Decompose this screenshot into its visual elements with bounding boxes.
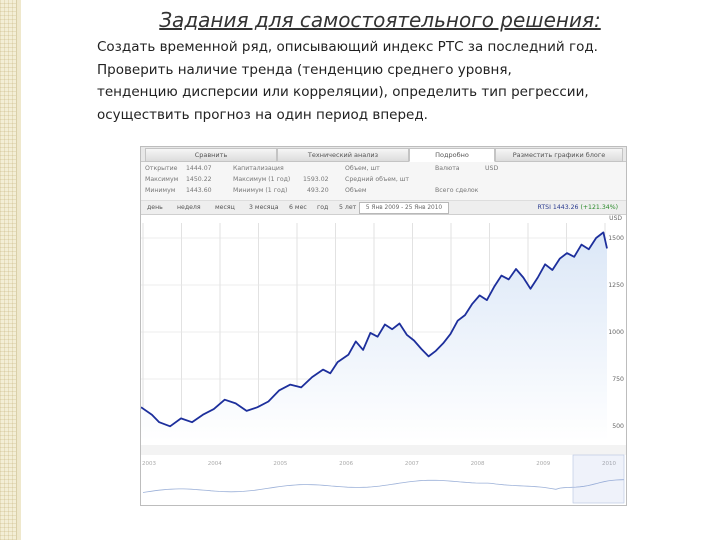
stat-total-trades-label: Всего сделок (435, 187, 479, 194)
slide-left-accent (17, 0, 21, 540)
stat-min1y-label: Минимум (1 год) (233, 187, 288, 194)
y-tick-label: 1500 (608, 235, 624, 242)
overview-tick-label: 2003 (142, 461, 156, 467)
period-3-months[interactable]: 3 месяца (249, 204, 279, 211)
rts-index-screenshot: Сравнить Технический анализ Подробно Раз… (140, 146, 627, 506)
slide-title: Задания для самостоятельного решения: (159, 8, 601, 32)
overview-selection-window[interactable] (572, 454, 625, 504)
stat-currency-value: USD (485, 165, 499, 172)
overview-tick-label: 2008 (471, 461, 485, 467)
stat-max1y-value: 1593.02 (303, 176, 329, 183)
tab-details[interactable]: Подробно (409, 148, 495, 162)
rts-series-line (141, 231, 608, 428)
unit-label: USD (609, 215, 622, 222)
stat-min-label: Минимум (145, 187, 176, 194)
ticker-value: RTSI 1443.26 (537, 204, 579, 211)
y-tick-label: 500 (612, 423, 624, 430)
ticker-readout: RTSI 1443.26 (+121.34%) (538, 203, 618, 212)
overview-tick-label: 2004 (208, 461, 222, 467)
tab-compare[interactable]: Сравнить (145, 148, 277, 162)
stat-max-label: Максимум (145, 176, 179, 183)
stat-max1y-label: Максимум (1 год) (233, 176, 291, 183)
y-tick-label: 750 (612, 376, 624, 383)
period-5-years[interactable]: 5 лет (339, 204, 357, 211)
stat-max-value: 1450.22 (186, 176, 212, 183)
overview-tick-label: 2007 (405, 461, 419, 467)
task-line: Проверить наличие тренда (тенденцию сред… (97, 61, 512, 78)
stat-min-value: 1443.60 (186, 187, 212, 194)
tab-embed-blog[interactable]: Разместить графики блоге (495, 148, 623, 162)
overview-tick-label: 2006 (339, 461, 353, 467)
date-range-field[interactable]: 5 Янв 2009 - 25 Янв 2010 (359, 202, 449, 214)
period-6-months[interactable]: 6 мес (289, 204, 307, 211)
period-day[interactable]: день (147, 204, 163, 211)
stat-volume-label: Объем, шт (345, 165, 380, 172)
stat-currency-label: Валюта (435, 165, 460, 172)
overview-tick-label: 2010 (602, 461, 616, 467)
overview-tick-label: 2005 (273, 461, 287, 467)
period-toolbar: день неделя месяц 3 месяца 6 мес год 5 л… (141, 201, 626, 215)
ticker-change: (+121.34%) (580, 204, 618, 211)
overview-divider (141, 445, 626, 455)
period-week[interactable]: неделя (177, 204, 201, 211)
overview-series-line (142, 479, 625, 493)
tab-bar: Сравнить Технический анализ Подробно Раз… (141, 147, 626, 162)
slide-left-border (0, 0, 17, 540)
task-description: Создать временной ряд, описывающий индек… (97, 36, 697, 126)
stats-panel: Открытие 1444.07 Максимум 1450.22 Миниму… (141, 162, 626, 201)
stat-open-label: Открытие (145, 165, 178, 172)
y-tick-label: 1000 (608, 329, 624, 336)
stat-cap-label: Капитализация (233, 165, 284, 172)
task-line: Создать временной ряд, описывающий индек… (97, 39, 598, 55)
task-line: осуществить прогноз на один период впере… (97, 106, 428, 123)
period-month[interactable]: месяц (215, 204, 235, 211)
y-tick-label: 1250 (608, 282, 624, 289)
period-year[interactable]: год (317, 204, 329, 211)
tab-technical-analysis[interactable]: Технический анализ (277, 148, 409, 162)
task-line: тенденцию дисперсии или корреляции), опр… (97, 84, 589, 100)
stat-avg-volume-label: Средний объем, шт (345, 176, 410, 183)
stat-volume2-label: Объем (345, 187, 367, 194)
stat-min1y-value: 493.20 (307, 187, 329, 194)
overview-tick-label: 2009 (536, 461, 550, 467)
rts-area-fill (141, 232, 607, 441)
stat-open-value: 1444.07 (186, 165, 212, 172)
